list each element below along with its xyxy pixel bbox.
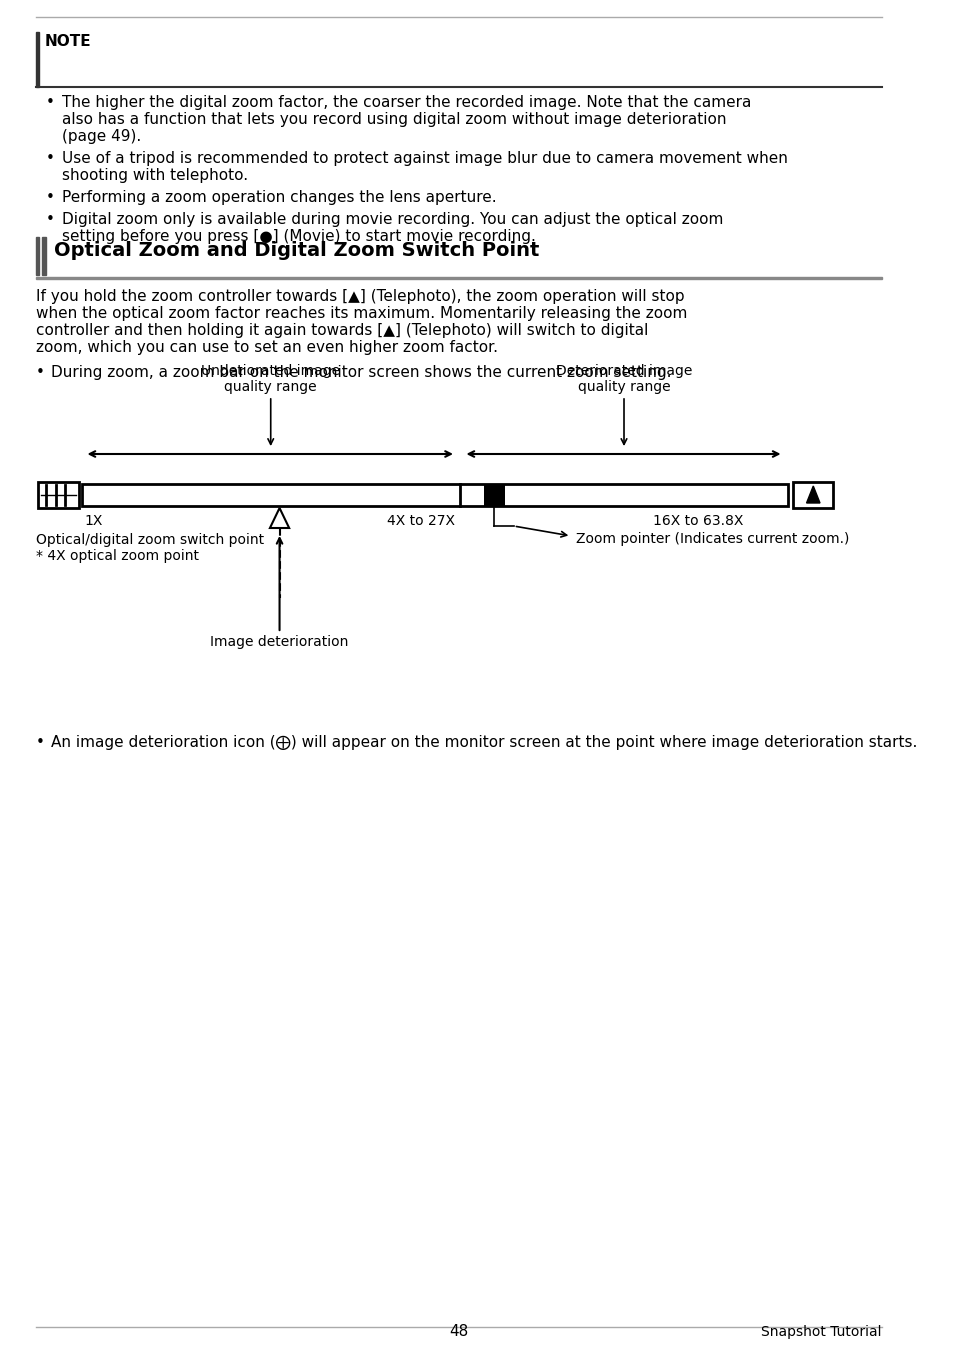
Polygon shape (805, 486, 820, 503)
Bar (35, 33, 39, 87)
Text: If you hold the zoom controller towards [▲] (Telephoto), the zoom operation will: If you hold the zoom controller towards … (35, 289, 683, 304)
Text: An image deterioration icon (⨁) will appear on the monitor screen at the point w: An image deterioration icon (⨁) will app… (51, 735, 917, 750)
Text: Snapshot Tutorial: Snapshot Tutorial (760, 1324, 881, 1339)
Text: Deteriorated image
quality range: Deteriorated image quality range (556, 364, 692, 394)
Bar (35, 277, 881, 280)
Text: (page 49).: (page 49). (62, 129, 142, 144)
Text: * 4X optical zoom point: * 4X optical zoom point (35, 550, 198, 563)
Bar (38, 482, 79, 508)
Text: •: • (46, 95, 55, 110)
Polygon shape (270, 508, 289, 528)
Text: •: • (46, 151, 55, 166)
Text: Zoom pointer (Indicates current zoom.): Zoom pointer (Indicates current zoom.) (576, 532, 848, 546)
Bar (82, 484, 787, 506)
Text: Image deterioration: Image deterioration (211, 635, 349, 649)
Bar (42, 237, 46, 275)
Text: 48: 48 (449, 1324, 468, 1339)
Text: The higher the digital zoom factor, the coarser the recorded image. Note that th: The higher the digital zoom factor, the … (62, 95, 751, 110)
Bar (483, 484, 504, 506)
Text: During zoom, a zoom bar on the monitor screen shows the current zoom setting.: During zoom, a zoom bar on the monitor s… (51, 365, 671, 380)
Text: •: • (35, 735, 45, 750)
Text: shooting with telephoto.: shooting with telephoto. (62, 168, 249, 183)
Text: Performing a zoom operation changes the lens aperture.: Performing a zoom operation changes the … (62, 190, 497, 205)
Text: •: • (46, 212, 55, 227)
Text: controller and then holding it again towards [▲] (Telephoto) will switch to digi: controller and then holding it again tow… (35, 323, 647, 338)
Text: zoom, which you can use to set an even higher zoom factor.: zoom, which you can use to set an even h… (35, 341, 497, 356)
Text: Optical/digital zoom switch point: Optical/digital zoom switch point (35, 533, 263, 547)
Text: NOTE: NOTE (44, 34, 91, 49)
Text: Digital zoom only is available during movie recording. You can adjust the optica: Digital zoom only is available during mo… (62, 212, 723, 227)
Text: 1X: 1X (85, 514, 103, 528)
Text: when the optical zoom factor reaches its maximum. Momentarily releasing the zoom: when the optical zoom factor reaches its… (35, 305, 686, 322)
Text: Use of a tripod is recommended to protect against image blur due to camera movem: Use of a tripod is recommended to protec… (62, 151, 787, 166)
Text: setting before you press [●] (Movie) to start movie recording.: setting before you press [●] (Movie) to … (62, 229, 536, 244)
Text: Optical Zoom and Digital Zoom Switch Point: Optical Zoom and Digital Zoom Switch Poi… (53, 242, 538, 261)
Text: •: • (46, 190, 55, 205)
Text: also has a function that lets you record using digital zoom without image deteri: also has a function that lets you record… (62, 113, 726, 128)
Text: 16X to 63.8X: 16X to 63.8X (652, 514, 742, 528)
Text: 4X to 27X: 4X to 27X (387, 514, 455, 528)
Text: Undetiorated image
quality range: Undetiorated image quality range (201, 364, 340, 394)
Text: •: • (35, 365, 45, 380)
Bar (792, 482, 833, 508)
Bar (35, 237, 39, 275)
